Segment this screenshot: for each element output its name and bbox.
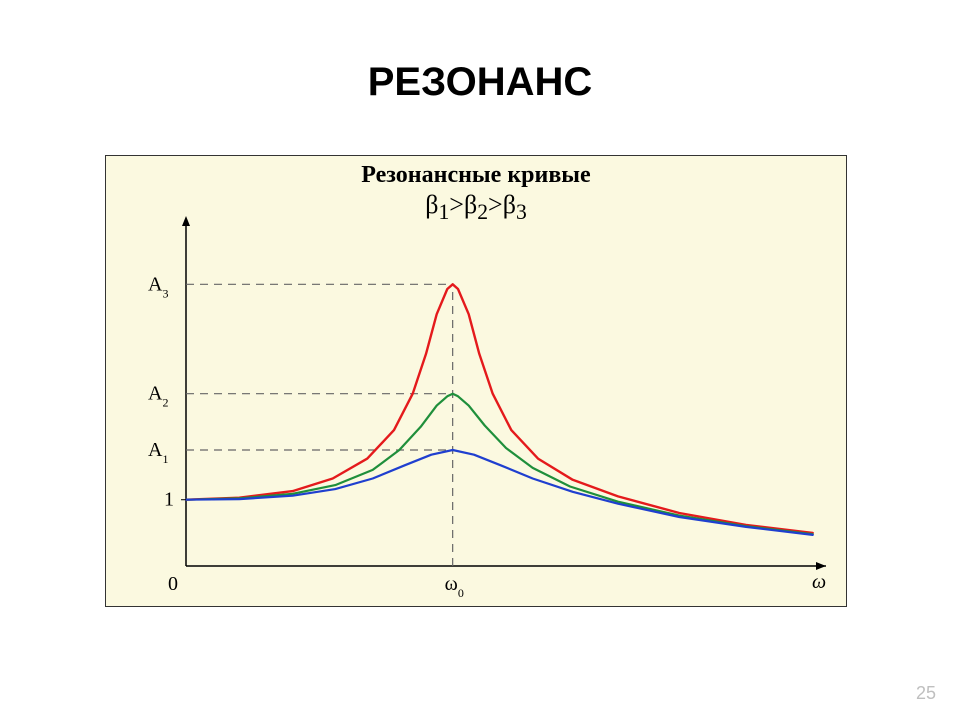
page-number: 25 [916,683,936,704]
svg-text:A3: A3 [148,273,168,300]
damping-relation: β1>β2>β3 [106,190,846,225]
chart-inner-title: Резонансные кривые [106,162,846,189]
svg-text:A1: A1 [148,439,168,466]
svg-text:0: 0 [168,573,178,595]
svg-text:A2: A2 [148,383,168,410]
svg-text:ω0: ω0 [445,573,464,600]
resonance-chart: Резонансные кривые β1>β2>β3 0 1 A1 A2 A3 ω0 ω [105,155,847,607]
svg-text:ω: ω [812,571,826,593]
svg-text:1: 1 [164,489,174,511]
slide-heading: РЕЗОНАНС [0,60,960,105]
